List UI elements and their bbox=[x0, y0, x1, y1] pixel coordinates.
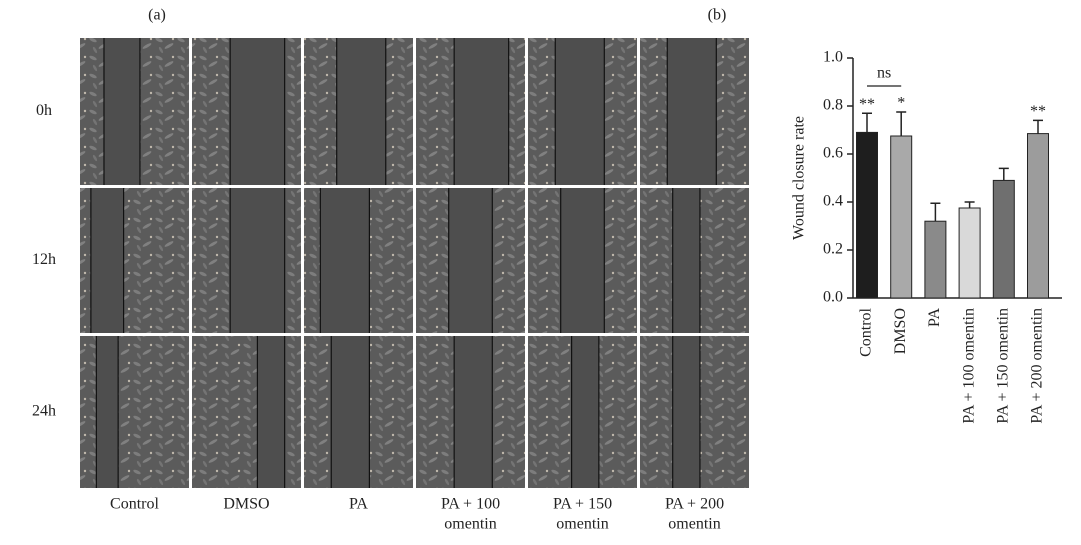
wound-area bbox=[230, 38, 285, 185]
bar bbox=[890, 135, 913, 299]
column-label: DMSO bbox=[223, 496, 269, 513]
wound-area bbox=[555, 38, 605, 185]
row-label: 12h bbox=[32, 251, 56, 268]
micrograph-grid: 0h 12h 24h Control DMSO PA PA + 100 omentin PA +… bbox=[32, 38, 749, 533]
x-tick-label: PA + 150 omentin bbox=[994, 308, 1011, 424]
significance-label: ** bbox=[859, 96, 875, 113]
panel-label: (a) bbox=[148, 7, 166, 24]
y-tick-label: 0.4 bbox=[823, 193, 843, 210]
wound-area bbox=[454, 38, 509, 185]
y-tick-label: 0.0 bbox=[823, 289, 843, 306]
bracket-label: ns bbox=[877, 65, 891, 82]
wound-area bbox=[672, 336, 700, 488]
wound-area bbox=[257, 336, 285, 488]
significance-label: ** bbox=[1030, 103, 1046, 120]
wound-area bbox=[571, 336, 599, 488]
x-tick-label: PA + 100 omentin bbox=[960, 308, 977, 424]
error-bar bbox=[896, 111, 907, 136]
wound-area bbox=[667, 38, 717, 185]
bar-chart: Wound closure rate 0.0 0.2 0.4 0.6 0.8 1.0 ** Co… bbox=[791, 49, 1062, 424]
wound-area bbox=[672, 188, 700, 333]
y-tick-label: 0.6 bbox=[823, 145, 843, 162]
wound-area bbox=[454, 336, 493, 488]
wound-area bbox=[96, 336, 119, 488]
y-tick-label: 1.0 bbox=[823, 49, 843, 66]
bar bbox=[958, 207, 981, 299]
error-bar bbox=[964, 201, 975, 208]
y-tick-label: 0.8 bbox=[823, 97, 843, 114]
y-axis-label: Wound closure rate bbox=[791, 116, 808, 240]
wound-area bbox=[230, 188, 285, 333]
y-tick-label: 0.2 bbox=[823, 241, 843, 258]
wound-area bbox=[320, 188, 370, 333]
error-bar bbox=[998, 167, 1009, 181]
error-bar bbox=[1033, 119, 1043, 134]
wound-area bbox=[336, 38, 386, 185]
x-tick-label: DMSO bbox=[892, 308, 909, 354]
column-label: PA + 100 bbox=[441, 496, 500, 513]
x-tick-label: PA + 200 omentin bbox=[1029, 308, 1046, 424]
bar bbox=[992, 179, 1015, 299]
error-bar bbox=[930, 202, 941, 222]
significance-label: * bbox=[897, 95, 905, 112]
wound-area bbox=[560, 188, 605, 333]
x-tick-label: Control bbox=[858, 307, 875, 356]
bar bbox=[856, 131, 878, 299]
row-label: 0h bbox=[36, 102, 52, 119]
column-label: Control bbox=[110, 496, 159, 513]
wound-area bbox=[90, 188, 124, 333]
column-label: omentin bbox=[556, 516, 608, 533]
wound-area bbox=[331, 336, 370, 488]
column-label: omentin bbox=[444, 516, 496, 533]
error-bar bbox=[862, 112, 872, 133]
column-label: PA bbox=[349, 496, 368, 513]
wound-area bbox=[448, 188, 493, 333]
x-tick-label: PA bbox=[926, 308, 943, 327]
panel-label: (b) bbox=[708, 7, 727, 24]
row-label: 24h bbox=[32, 403, 56, 420]
column-label: PA + 150 bbox=[553, 496, 612, 513]
wound-area bbox=[103, 38, 140, 185]
column-label: PA + 200 bbox=[665, 496, 724, 513]
bar bbox=[924, 220, 947, 299]
bar bbox=[1027, 133, 1049, 299]
column-label: omentin bbox=[668, 516, 720, 533]
